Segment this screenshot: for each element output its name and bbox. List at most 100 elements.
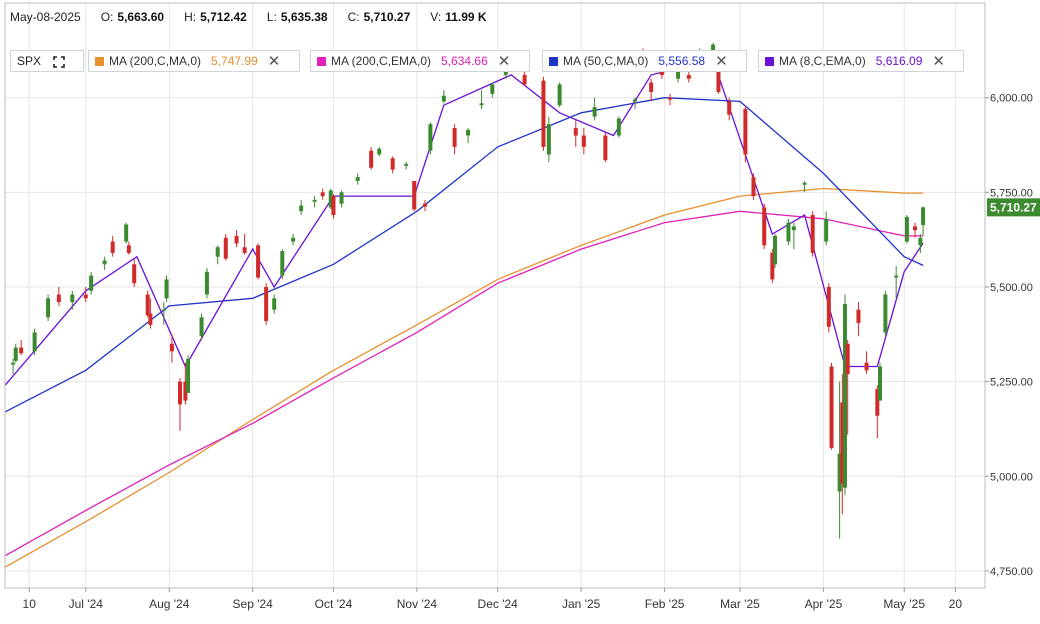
low-value: 5,635.38 [280,10,328,24]
expand-icon[interactable] [53,54,65,68]
candle-body [541,80,546,147]
candle-body [522,74,527,85]
candle-body [751,177,756,197]
candle-body [824,218,829,242]
low-label: L: [266,10,277,24]
symbol-chip[interactable]: SPX [10,50,84,72]
candle-body [56,294,61,303]
x-tick-label: Jan '25 [562,597,601,611]
moving-average-lines [4,59,924,568]
candle-body [762,207,767,246]
y-tick-label: 5,250.00 [990,377,1033,389]
candle-body [883,294,888,333]
y-tick-label: 5,000.00 [990,471,1033,483]
x-tick-label: May '25 [883,597,925,611]
candle-body [770,252,775,280]
close-icon[interactable]: ✕ [497,52,511,70]
ma-line [4,210,924,557]
candle-body [878,366,882,401]
candle-body [215,247,220,257]
candle-body [727,101,732,115]
candle-body [102,260,107,265]
candle-body [164,279,169,299]
candle-body [423,203,427,207]
symbol-label: SPX [17,54,42,68]
candle-body [773,235,777,265]
candle-body [452,127,457,147]
candle-body [573,127,578,136]
ma-8-ema-swatch [765,56,774,66]
x-tick-label: Oct '24 [315,597,353,611]
candle-body [110,241,115,253]
x-tick-label: 20 [949,597,963,611]
candle-body [46,298,51,318]
legend-label: MA (200,C,EMA,0) [331,54,432,68]
candle-body [234,235,239,244]
candle-body [19,347,24,354]
candle-body [13,347,18,361]
x-tick-label: Feb '25 [645,597,685,611]
candle-body [581,135,586,147]
candle-body [312,199,317,202]
candle-body [845,343,850,375]
candle-body [428,124,433,151]
candle-body [856,309,861,323]
candle-body [668,97,672,100]
volume-label: V: [430,10,442,24]
ma-200-ema-swatch [317,56,326,66]
legend-ma-50-sma[interactable]: MA (50,C,MA,0) 5,556.58 ✕ [542,50,747,72]
x-tick-label: Jul '24 [69,597,104,611]
x-tick-label: Apr '25 [805,597,843,611]
candle-body [490,84,495,94]
y-tick-label: 5,750.00 [990,187,1033,199]
ohlc-date: May-08-2025 [10,10,81,24]
candle-body [339,192,344,204]
ma-line [4,97,924,413]
last-price-label: 5,710.27 [990,200,1037,214]
candle-body [603,135,608,161]
candle-body [126,245,131,253]
candle-body [802,182,807,185]
candle-body [918,237,923,246]
candle-body [70,294,75,303]
candle-body [837,453,842,492]
x-tick-label: Nov '24 [397,597,438,611]
candlestick-series [11,42,926,539]
close-icon[interactable]: ✕ [715,52,728,70]
candle-body [204,271,209,295]
candle-body [412,180,417,210]
legend-value: 5,747.99 [211,54,258,68]
close-icon[interactable]: ✕ [932,52,945,70]
legend-label: MA (200,C,MA,0) [109,54,202,68]
candle-body [711,44,716,51]
candle-body [256,245,261,278]
high-value: 5,712.42 [200,10,247,24]
candle-body [743,109,748,155]
close-icon[interactable]: ✕ [267,52,281,70]
legend-ma-200-sma[interactable]: MA (200,C,MA,0) 5,747.99 ✕ [88,50,300,72]
candle-body [280,251,285,276]
candle-body [913,226,917,231]
legend-ma-8-ema[interactable]: MA (8,C,EMA,0) 5,616.09 ✕ [758,50,964,72]
legend-ma-200-ema[interactable]: MA (200,C,EMA,0) 5,634.66 ✕ [310,50,530,72]
candle-body [649,82,654,92]
close-value: 5,710.27 [363,10,411,24]
legend-value: 5,634.66 [441,54,488,68]
candle-body [466,129,471,136]
close-label: C: [347,10,360,24]
candle-body [921,207,926,226]
candle-body [894,275,899,278]
candle-body [546,124,551,155]
candle-body [11,362,16,365]
candle-body [864,362,869,371]
candle-body [223,237,228,259]
candle-body [264,286,269,322]
candle-body [148,313,153,325]
candle-body [132,264,137,284]
candle-body [199,317,204,337]
chart-grid [5,3,985,588]
candle-body [791,226,796,231]
candle-body [291,237,296,242]
candle-body [616,118,621,136]
